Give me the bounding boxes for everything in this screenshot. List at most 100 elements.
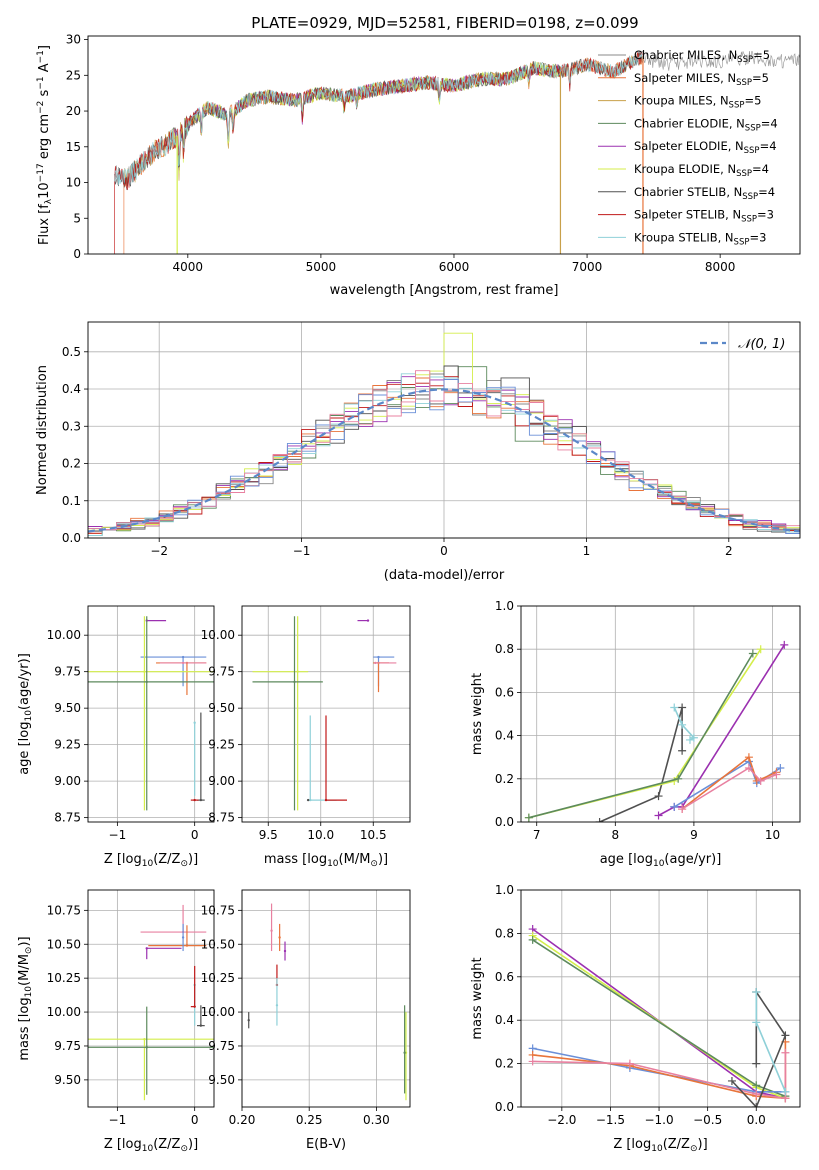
x-tick-label: −1 xyxy=(293,544,311,558)
y-tick-label: 1.0 xyxy=(495,883,514,897)
y-tick-label: 0 xyxy=(73,247,81,261)
y-axis-label: mass weight xyxy=(470,957,485,1039)
mass-vs-metallicity-panel: −1 0 9.50 9.75 10.00 10.25 10.50 10.75 Z [log10(… xyxy=(17,889,215,1154)
weight-marker xyxy=(776,764,785,772)
plot-area xyxy=(88,332,800,537)
y-tick-label: 10.75 xyxy=(201,903,235,917)
spectrum-line-8 xyxy=(114,53,643,186)
y-tick-label: 0.0 xyxy=(62,531,81,545)
y-tick-label: 25 xyxy=(66,68,81,82)
axes-frame xyxy=(87,889,215,1108)
weight-marker xyxy=(748,649,757,658)
weight-marker xyxy=(678,720,687,729)
spectrum-panel: 4000 5000 6000 7000 8000 0 5 10 15 20 25 30 waveleng… xyxy=(36,33,801,298)
x-tick-label: 10.5 xyxy=(360,828,387,842)
x-axis-label: Z [log10(Z/Z⊙)] xyxy=(104,852,198,869)
weight-marker xyxy=(528,935,537,944)
axes-frame xyxy=(87,35,801,255)
y-tick-label: 9.50 xyxy=(54,701,81,715)
data-point xyxy=(199,798,203,802)
y-tick-label: 9.75 xyxy=(54,665,81,679)
x-tick-label: −0.5 xyxy=(693,1113,722,1127)
weight-marker xyxy=(781,1031,790,1040)
normal-curve xyxy=(88,388,800,533)
weight-marker xyxy=(674,774,683,783)
data-point xyxy=(309,798,312,802)
data-point xyxy=(145,1046,148,1049)
x-axis-label: E(B-V) xyxy=(306,1137,346,1152)
spectrum-line-7 xyxy=(114,51,643,254)
y-tick-label: 0.4 xyxy=(495,729,514,743)
data-point xyxy=(374,661,377,665)
x-tick-label: 7000 xyxy=(572,260,603,274)
weight-marker xyxy=(670,802,679,811)
legend-label: Kroupa MILES, NSSP=5 xyxy=(634,94,761,111)
weight-marker xyxy=(727,1076,736,1085)
y-axis-label: mass [log10(M/M⊙)] xyxy=(17,936,34,1060)
legend-label: Chabrier ELODIE, NSSP=4 xyxy=(634,116,778,133)
weight-marker xyxy=(678,703,687,712)
legend-label: 𝒩(0, 1) xyxy=(738,337,785,352)
weight-marker xyxy=(752,1089,761,1098)
weight-marker xyxy=(678,746,687,755)
x-tick-label: 7 xyxy=(533,828,541,842)
data-point xyxy=(403,1051,406,1054)
y-tick-label: 10 xyxy=(66,176,81,190)
data-point xyxy=(181,936,185,939)
y-tick-label: 10.00 xyxy=(201,628,235,642)
x-axis-label: Z [log10(Z/Z⊙)] xyxy=(104,1137,198,1154)
y-tick-label: 0.0 xyxy=(495,815,514,829)
y-tick-label: 0.6 xyxy=(495,970,514,984)
x-tick-label: 0 xyxy=(191,828,199,842)
weight-line-7 xyxy=(755,992,787,1093)
weight-marker xyxy=(678,805,687,814)
x-tick-label: 1 xyxy=(583,544,591,558)
weight-marker xyxy=(752,1059,761,1068)
weight-line-1 xyxy=(673,707,696,741)
weight-marker xyxy=(781,1048,790,1057)
plot-area xyxy=(88,616,214,811)
y-axis-label: mass weight xyxy=(470,673,485,755)
y-tick-label: 0.8 xyxy=(495,926,514,940)
weight-marker xyxy=(685,735,694,744)
y-tick-label: 10.00 xyxy=(47,628,81,642)
x-tick-label: 8 xyxy=(611,828,619,842)
y-tick-label: 9.50 xyxy=(208,1073,235,1087)
mass-weight-vs-metallicity-panel: −2.0 −1.5 −1.0 −0.5 0.0 0.0 0.2 0.4 0.6 0.8 1.0 Z [… xyxy=(470,883,801,1154)
x-tick-label: 9 xyxy=(690,828,698,842)
y-tick-label: 5 xyxy=(73,211,81,225)
residual-x-label: (data-model)/error xyxy=(384,568,505,583)
data-point xyxy=(377,655,380,659)
axes-frame xyxy=(241,889,411,1108)
figure-title: PLATE=0929, MJD=52581, FIBERID=0198, z=0… xyxy=(251,14,638,32)
weight-marker xyxy=(780,640,789,649)
weight-marker xyxy=(752,987,761,996)
y-tick-label: 9.25 xyxy=(54,738,81,752)
y-tick-label: 0.5 xyxy=(62,345,81,359)
x-tick-label: −1 xyxy=(109,1113,127,1127)
data-point xyxy=(278,936,281,939)
legend-label: Chabrier MILES, NSSP=5 xyxy=(634,48,770,65)
y-tick-label: 9.00 xyxy=(208,774,235,788)
x-tick-label: 4000 xyxy=(173,260,204,274)
y-tick-label: 10.50 xyxy=(201,937,235,951)
legend-label: Salpeter STELIB, NSSP=3 xyxy=(634,208,774,225)
weight-marker xyxy=(625,1059,634,1068)
x-tick-label: 0.20 xyxy=(229,1113,256,1127)
x-tick-label: 10 xyxy=(765,828,780,842)
legend-label: Kroupa STELIB, NSSP=3 xyxy=(634,230,766,247)
legend-label: Salpeter MILES, NSSP=5 xyxy=(634,71,769,88)
y-tick-label: 10.00 xyxy=(201,1005,235,1019)
weight-line-3 xyxy=(532,1047,786,1093)
data-point xyxy=(145,680,148,684)
plot-area xyxy=(88,904,214,1101)
weight-marker xyxy=(752,1103,761,1107)
data-point xyxy=(181,655,185,659)
weight-marker xyxy=(756,645,765,654)
data-point xyxy=(275,1004,279,1007)
weight-line-4 xyxy=(681,755,777,810)
x-axis-label: Z [log10(Z/Z⊙)] xyxy=(613,1137,707,1154)
y-tick-label: 30 xyxy=(66,33,81,47)
y-tick-label: 15 xyxy=(66,140,81,154)
